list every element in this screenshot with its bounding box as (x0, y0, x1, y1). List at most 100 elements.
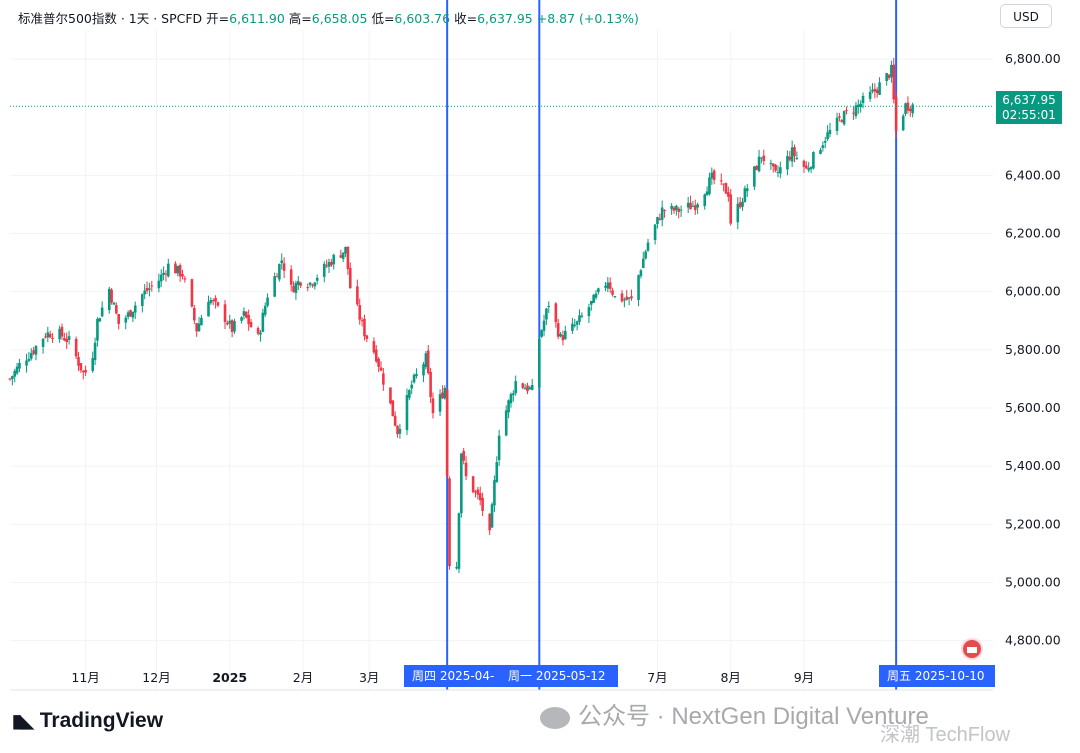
range-end-date-label: 周一 2025-05-12 (500, 665, 618, 687)
change-value: +8.87 (+0.13%) (536, 11, 639, 26)
candle-body (611, 290, 614, 295)
candle-body (802, 160, 806, 167)
candle-body (98, 318, 102, 322)
candle-body (887, 74, 891, 79)
candle-body (214, 297, 217, 302)
candle-body (757, 156, 761, 172)
candle-body (623, 299, 626, 301)
candle-body (131, 311, 135, 318)
candle-body (79, 363, 83, 371)
candle-body (443, 387, 447, 399)
candle-body (660, 207, 664, 220)
candle-body (625, 296, 629, 300)
x-tick-label: 2025 (212, 670, 247, 685)
candle-body (878, 82, 881, 95)
x-tick-label: 8月 (720, 670, 740, 685)
candle-body (306, 287, 310, 289)
candle-body (530, 385, 534, 390)
candle-body (412, 374, 416, 383)
candle-body (112, 302, 116, 305)
candle-body (613, 296, 617, 298)
candle-body (639, 270, 643, 277)
us-flag-icon[interactable] (961, 638, 983, 660)
candle-body (478, 493, 482, 501)
candle-body (81, 370, 85, 373)
candle-body (547, 305, 551, 307)
candle-body (29, 353, 33, 359)
candle-body (195, 323, 198, 332)
candle-body (490, 504, 494, 528)
candle-body (74, 338, 78, 357)
candle-body (58, 328, 61, 340)
candle-body (308, 282, 312, 285)
candle-body (41, 338, 45, 347)
candle-body (391, 400, 395, 417)
tradingview-logo[interactable]: ▮◣ TradingView (12, 709, 163, 733)
candle-body (426, 350, 430, 374)
y-tick-label: 5,200.00 (1005, 516, 1061, 531)
candle-body (845, 110, 848, 112)
candle-body (488, 513, 491, 531)
candle-body (65, 338, 69, 343)
candle-body (696, 204, 699, 208)
candle-body (67, 336, 71, 340)
candle-body (464, 462, 468, 477)
candle-body (315, 277, 319, 281)
candle-body (911, 104, 914, 114)
candle-body (176, 265, 180, 274)
candle-body (760, 157, 763, 159)
chart-header: 标准普尔500指数 · 1天 · SPCFD 开=6,611.90 高=6,65… (18, 8, 639, 27)
candle-body (457, 513, 461, 569)
candle-body (755, 165, 759, 170)
y-tick-label: 6,000.00 (1005, 284, 1061, 299)
candle-body (460, 453, 463, 514)
grid (10, 30, 993, 690)
high-label: 高= (288, 11, 312, 26)
candle-body (514, 381, 517, 394)
candle-body (828, 130, 832, 134)
x-tick-label: 9月 (794, 670, 814, 685)
candle-body (164, 273, 168, 275)
candle-body (727, 192, 730, 197)
candle-body (852, 112, 855, 114)
x-tick-label: 12月 (142, 670, 170, 685)
candle-body (197, 323, 201, 332)
candle-body (521, 383, 525, 388)
candle-body (793, 147, 796, 157)
candle-body (540, 330, 543, 337)
currency-button[interactable]: USD (1000, 4, 1052, 28)
candle-body (908, 108, 912, 112)
candle-body (840, 120, 844, 123)
candle-body (150, 285, 154, 287)
candle-body (141, 294, 144, 306)
candle-body (795, 157, 799, 159)
candle-body (240, 317, 243, 321)
candle-body (675, 205, 678, 211)
y-tick-label: 6,200.00 (1005, 226, 1061, 241)
tradingview-wordmark: TradingView (39, 709, 164, 732)
candle-body (143, 290, 146, 295)
candle-body (126, 312, 130, 317)
candle-body (96, 318, 99, 341)
y-tick-label: 4,800.00 (1005, 633, 1061, 648)
candle-body (708, 177, 711, 195)
candle-body (339, 255, 343, 258)
candle-body (117, 313, 120, 324)
candle-body (193, 307, 196, 321)
y-axis: 4,800.00 5,000.00 5,200.00 5,400.00 5,600.00… (1005, 51, 1061, 647)
candle-body (693, 205, 697, 211)
candle-body (294, 282, 298, 293)
candle-body (885, 73, 888, 82)
candle-body (663, 210, 666, 212)
candle-body (474, 491, 477, 493)
y-tick-label: 5,600.00 (1005, 400, 1061, 415)
candle-body (211, 300, 215, 302)
candle-body (405, 394, 409, 431)
candle-body (497, 435, 501, 461)
candle-body (259, 332, 262, 335)
candle-body (608, 282, 612, 289)
candle-body (769, 163, 773, 165)
candle-body (504, 410, 508, 436)
candle-body (344, 246, 347, 254)
